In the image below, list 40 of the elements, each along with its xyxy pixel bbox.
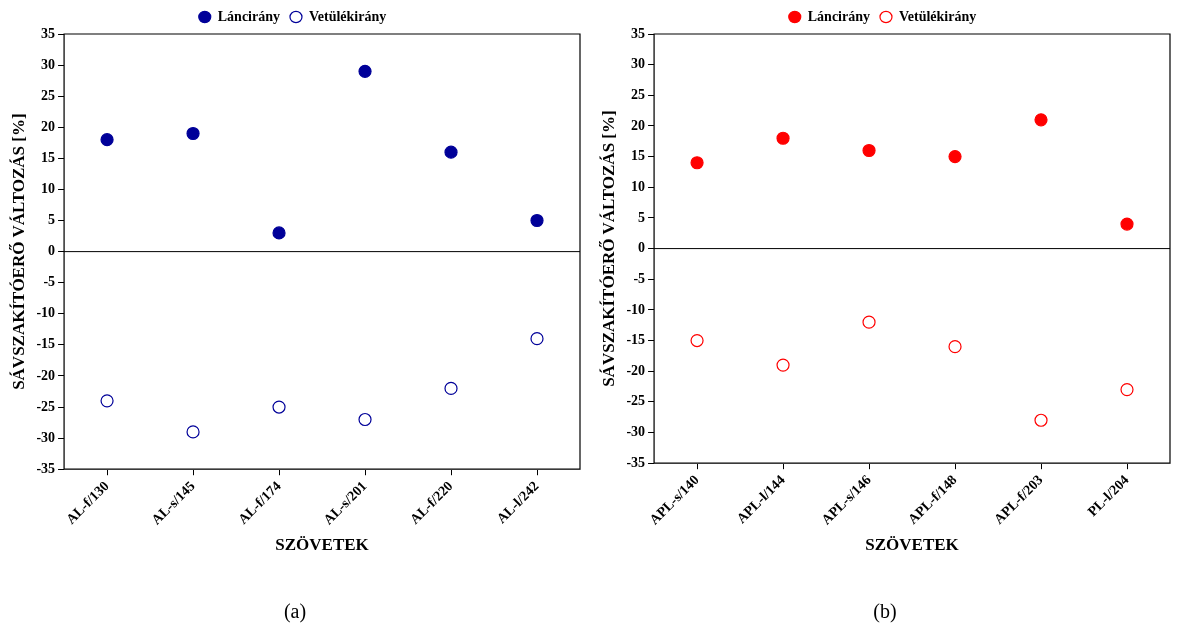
y-tick-label: -15 xyxy=(626,332,646,348)
y-tick-label: -15 xyxy=(36,336,56,352)
y-tick-label: 15 xyxy=(631,148,646,164)
y-tick-label: 10 xyxy=(41,181,56,197)
y-tick-label: -25 xyxy=(36,398,56,414)
y-tick-label: 10 xyxy=(631,178,646,194)
y-tick-label: -10 xyxy=(626,301,646,317)
y-tick-label: -25 xyxy=(626,393,646,409)
y-tick-label: -5 xyxy=(633,270,646,286)
y-axis-title: SÁVSZAKÍTÓERŐ VÁLTOZÁS [%] xyxy=(598,110,618,387)
y-tick-label: -5 xyxy=(43,274,56,290)
x-axis-title: SZÖVETEK xyxy=(865,535,960,555)
y-tick-label: 15 xyxy=(41,149,56,165)
y-tick-label: 5 xyxy=(48,212,56,228)
y-tick-label: 25 xyxy=(41,87,56,103)
y-tick-label: -20 xyxy=(626,362,646,378)
y-tick-label: -30 xyxy=(626,424,646,440)
y-tick-label: 35 xyxy=(41,25,56,41)
y-tick-label: -30 xyxy=(36,429,56,445)
y-tick-label: 20 xyxy=(631,117,646,133)
text: (b) xyxy=(872,600,898,623)
legend-label: Láncirány xyxy=(807,8,870,24)
y-tick-label: 35 xyxy=(631,25,646,41)
y-tick-label: -10 xyxy=(36,305,56,321)
legend-label: Vetülékirány xyxy=(308,8,387,24)
y-tick-label: 0 xyxy=(48,243,56,259)
text: (a) xyxy=(282,600,308,623)
y-axis-title: SÁVSZAKÍTÓERŐ VÁLTOZÁS [%] xyxy=(8,113,28,390)
y-tick-label: 0 xyxy=(638,240,646,256)
y-tick-label: -35 xyxy=(36,460,56,476)
y-tick-label: -20 xyxy=(36,367,56,383)
y-tick-label: 5 xyxy=(638,209,646,225)
legend-label: Vetülékirány xyxy=(898,8,977,24)
y-tick-label: -35 xyxy=(626,454,646,470)
y-tick-label: 25 xyxy=(631,86,646,102)
y-tick-label: 30 xyxy=(41,56,56,72)
x-axis-title: SZÖVETEK xyxy=(275,535,370,555)
y-tick-label: 30 xyxy=(631,56,646,72)
y-tick-label: 20 xyxy=(41,118,56,134)
legend-label: Láncirány xyxy=(217,8,280,24)
